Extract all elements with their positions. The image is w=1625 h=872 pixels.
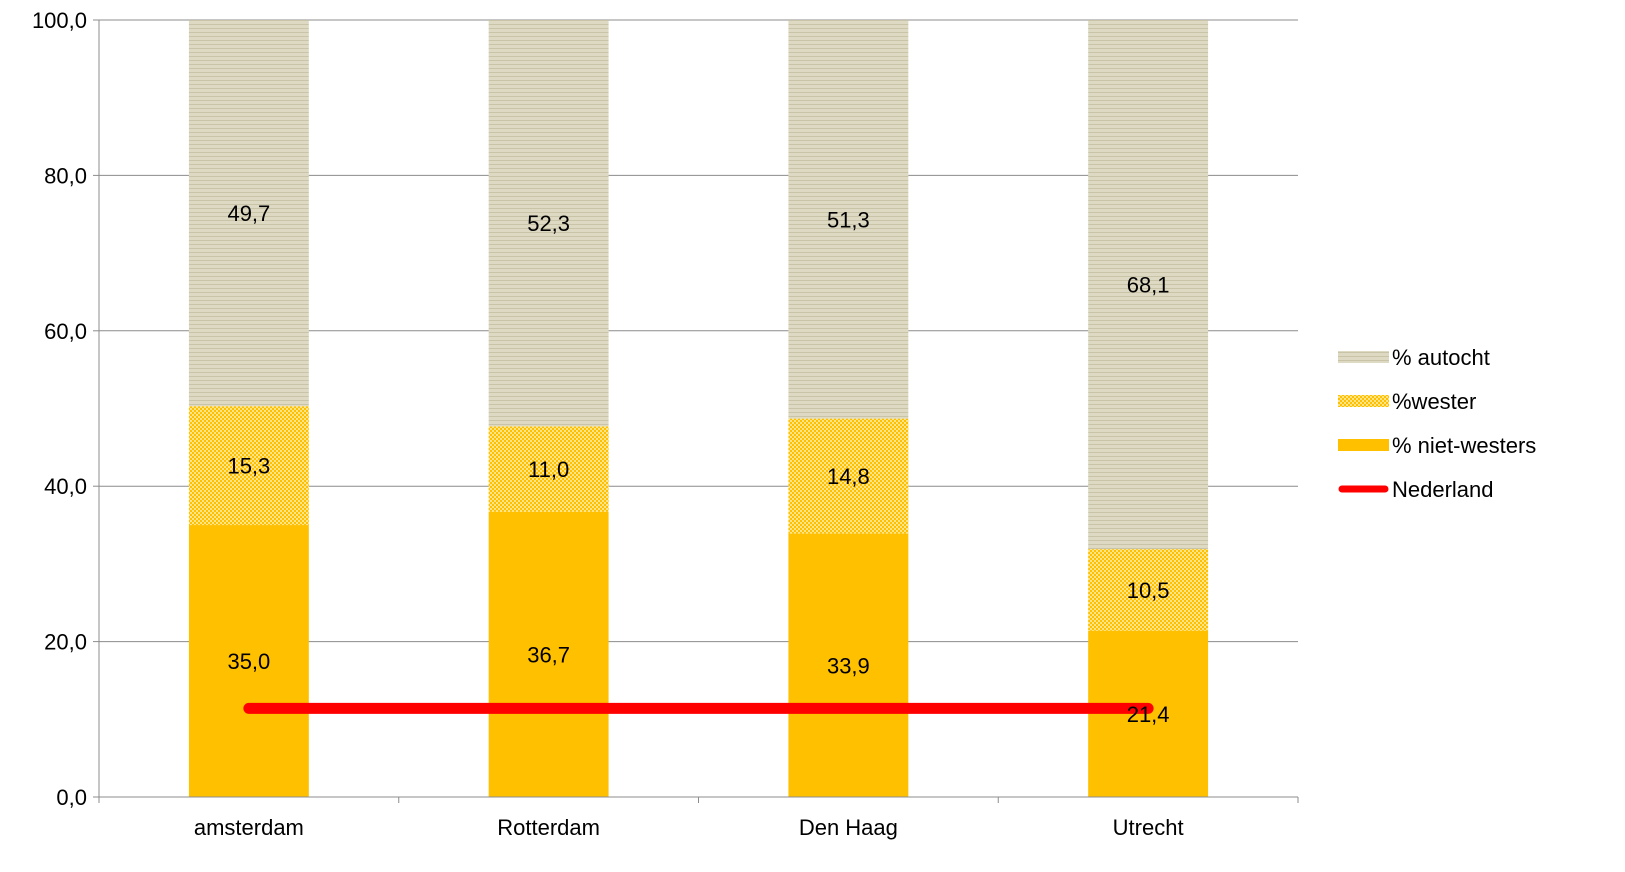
legend-swatch: [1338, 439, 1389, 451]
legend-swatch: [1338, 395, 1389, 407]
bars: [188, 20, 1209, 797]
y-tick-label: 80,0: [44, 163, 87, 188]
data-label: 49,7: [227, 201, 270, 226]
data-label: 15,3: [227, 454, 270, 479]
y-tick-label: 40,0: [44, 474, 87, 499]
bar-segment: [488, 426, 609, 512]
axes: 0,0 20,0 40,0 60,0 80,0 100,0 amsterdam Rotterd…: [32, 8, 1299, 840]
x-tick-label: Utrecht: [1113, 815, 1184, 840]
x-tick-label: Rotterdam: [497, 815, 600, 840]
data-label: 14,8: [827, 464, 870, 489]
data-label: 68,1: [1127, 273, 1170, 298]
legend-label: % niet-westers: [1392, 433, 1536, 458]
data-label: 36,7: [527, 642, 570, 667]
bar-segment: [1088, 549, 1209, 631]
legend-item: Nederland: [1338, 477, 1494, 502]
bar-segment: [1088, 20, 1209, 550]
x-tick-label: Den Haag: [799, 815, 898, 840]
y-tick-label: 60,0: [44, 319, 87, 344]
bar-segment: [788, 533, 909, 797]
y-tick-label: 0,0: [56, 785, 87, 810]
bar-segment: [188, 20, 309, 407]
bar-segment: [188, 406, 309, 526]
bar-segment: [788, 418, 909, 534]
data-labels: 35,0 15,3 49,7 36,7 11,0 52,3 33,9 14,8 51,3 21,4…: [227, 201, 1169, 727]
bar-segment: [488, 20, 609, 427]
y-tick-label: 20,0: [44, 630, 87, 655]
x-tick-label: amsterdam: [194, 815, 304, 840]
data-label: 10,5: [1127, 578, 1170, 603]
y-tick-label: 100,0: [32, 8, 87, 33]
legend: % autocht %wester % niet-westers Nederland: [1338, 345, 1536, 502]
data-label: 35,0: [227, 649, 270, 674]
bar-segment: [488, 511, 609, 797]
bar-segment: [188, 525, 309, 797]
legend-item: %wester: [1338, 389, 1476, 414]
legend-item: % autocht: [1338, 345, 1490, 370]
data-label: 21,4: [1127, 702, 1170, 727]
legend-label: %wester: [1392, 389, 1476, 414]
legend-swatch: [1338, 351, 1389, 363]
bar-segment: [788, 20, 909, 419]
data-label: 51,3: [827, 207, 870, 232]
data-label: 11,0: [528, 457, 569, 482]
data-label: 52,3: [527, 211, 570, 236]
legend-label: Nederland: [1392, 477, 1494, 502]
data-label: 33,9: [827, 653, 870, 678]
legend-item: % niet-westers: [1338, 433, 1536, 458]
legend-label: % autocht: [1392, 345, 1490, 370]
